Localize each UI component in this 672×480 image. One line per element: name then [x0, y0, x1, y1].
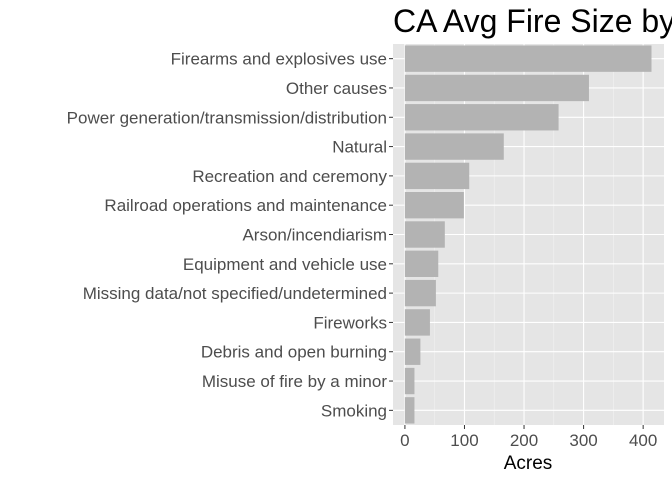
bars: [404, 45, 652, 424]
bar: [404, 279, 436, 307]
category-label: Fireworks: [313, 313, 387, 332]
x-axis-title: Acres: [504, 453, 553, 474]
bar: [404, 338, 421, 365]
x-tick-label: 300: [569, 431, 597, 450]
x-tick-label: 0: [400, 431, 409, 450]
bar: [404, 309, 430, 336]
category-label: Missing data/not specified/undetermined: [83, 284, 387, 303]
y-axis: Firearms and explosives use Other causes P…: [67, 50, 393, 420]
bar: [404, 221, 445, 248]
category-label: Other causes: [286, 79, 387, 98]
bar: [404, 397, 415, 424]
category-label: Misuse of fire by a minor: [202, 372, 388, 391]
chart-title: CA Avg Fire Size by: [393, 3, 672, 39]
x-tick-label: 100: [450, 431, 478, 450]
category-label: Smoking: [321, 401, 387, 420]
category-label: Railroad operations and maintenance: [104, 196, 387, 215]
bar: [404, 45, 652, 72]
category-label: Power generation/transmission/distributi…: [67, 108, 387, 127]
bar: [404, 250, 439, 277]
category-label: Firearms and explosives use: [171, 50, 387, 69]
bar: [404, 162, 470, 190]
category-label: Debris and open burning: [201, 343, 387, 362]
category-label: Equipment and vehicle use: [183, 255, 387, 274]
category-label: Recreation and ceremony: [192, 167, 387, 186]
x-tick-label: 200: [510, 431, 538, 450]
bar: [404, 104, 559, 131]
bar: [404, 367, 415, 395]
category-label: Arson/incendiarism: [242, 226, 387, 245]
bar: [404, 133, 504, 160]
x-tick-label: 400: [629, 431, 657, 450]
bar: [404, 74, 589, 102]
x-axis: 0 100 200 300 400: [400, 425, 657, 450]
category-label: Natural: [332, 138, 387, 157]
bar: [404, 192, 464, 219]
